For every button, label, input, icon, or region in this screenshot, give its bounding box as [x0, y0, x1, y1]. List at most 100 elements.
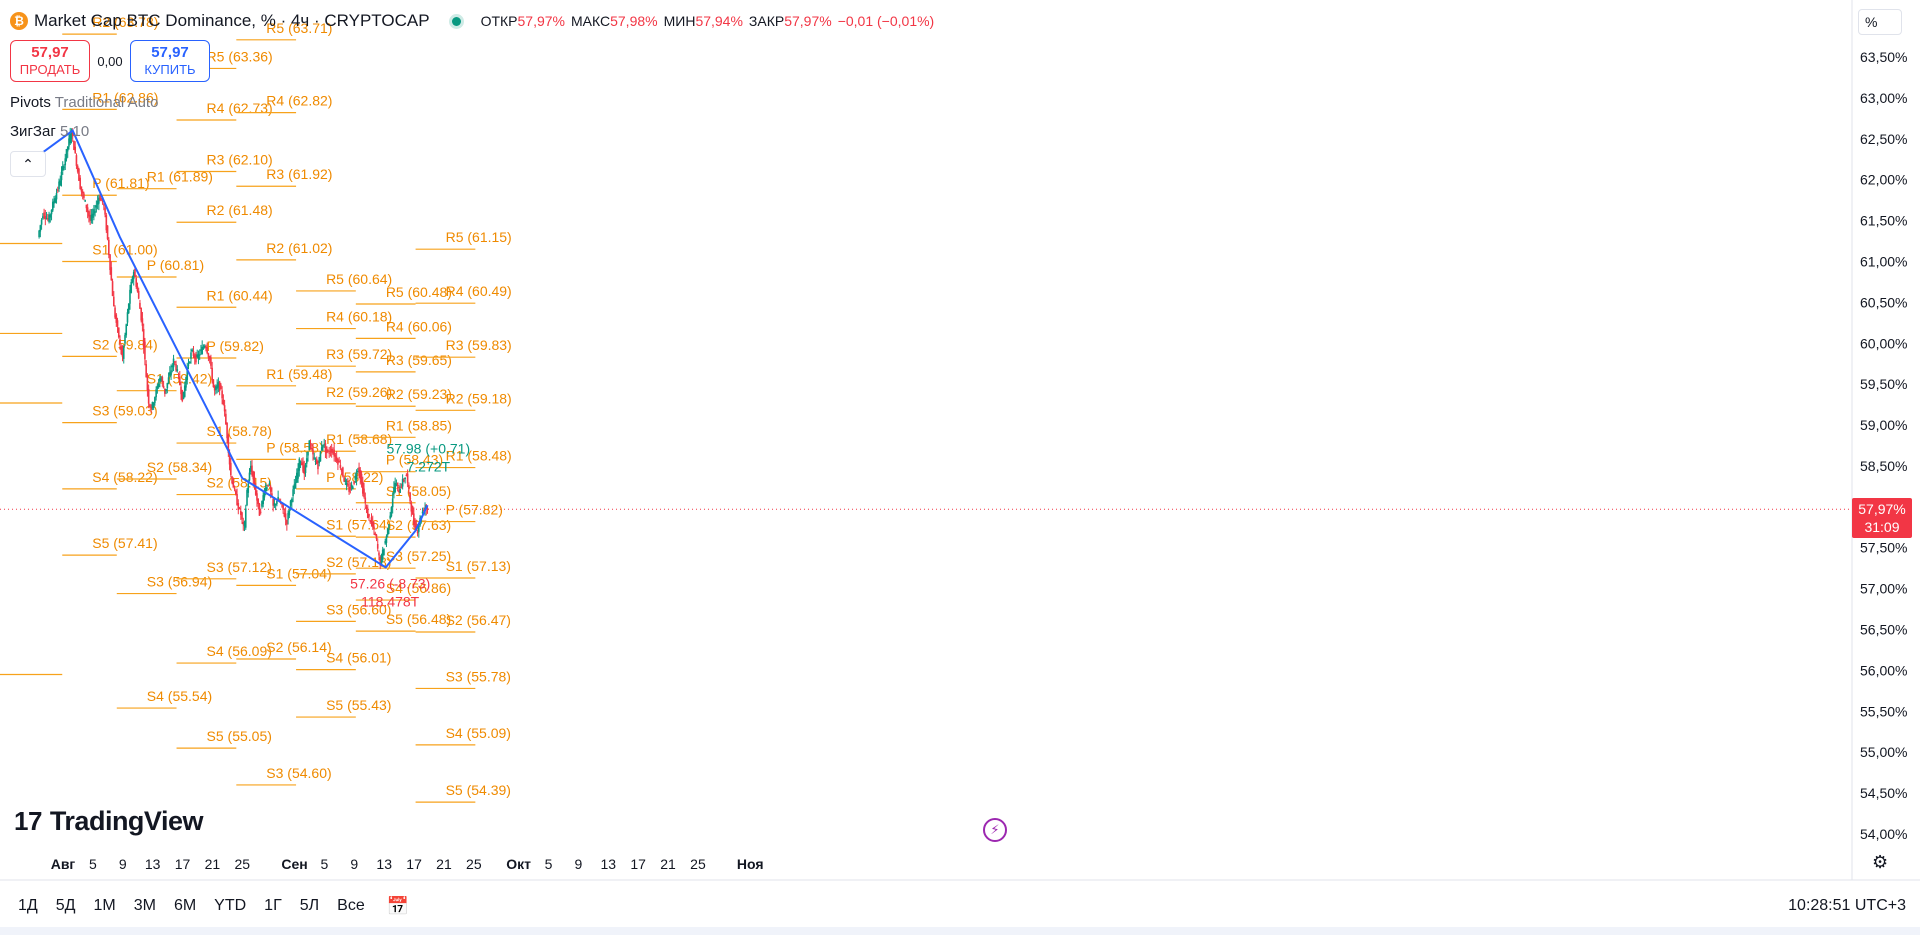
time-tick-label: 25: [466, 856, 482, 872]
candle-body: [178, 376, 181, 385]
candle-body: [174, 361, 176, 363]
range-1m-button[interactable]: 1М: [93, 897, 116, 914]
range-ytd-button[interactable]: YTD: [214, 897, 247, 914]
candle-body: [94, 211, 96, 213]
candle-body: [291, 499, 293, 503]
time-tick-label: 17: [630, 856, 646, 872]
symbol-legend[interactable]: ₿ Market Cap BTC Dominance, % · 4ч · CRY…: [10, 10, 934, 32]
candle-body: [129, 289, 131, 304]
current-price-label: 57,97%: [1858, 501, 1905, 517]
range-5d-button[interactable]: 5Д: [55, 897, 76, 914]
sell-button[interactable]: 57,97 ПРОДАТЬ: [10, 40, 90, 82]
candle-body: [322, 444, 324, 447]
market-status-icon[interactable]: [451, 16, 461, 26]
candle-body: [175, 364, 177, 371]
collapse-legend-button[interactable]: ⌃: [10, 151, 46, 177]
candle-body: [183, 385, 186, 397]
candle-body: [386, 528, 389, 536]
range-3m-button[interactable]: 3М: [133, 897, 156, 914]
candle-body: [119, 339, 121, 344]
price-tick-label: 61,00%: [1860, 253, 1907, 269]
candle-body: [171, 365, 174, 368]
pivot-level-label: R2 (59.26): [326, 384, 392, 400]
buy-button[interactable]: 57,97 КУПИТЬ: [130, 40, 210, 82]
candle-body: [226, 422, 228, 439]
symbol-title[interactable]: Market Cap BTC Dominance, % · 4ч · CRYPT…: [34, 11, 430, 30]
candle-body: [134, 268, 136, 278]
candle-body: [69, 133, 72, 144]
pivot-level-label: R4 (62.82): [266, 93, 332, 109]
candle-body: [241, 512, 243, 520]
candle-body: [344, 480, 347, 482]
tradingview-logo[interactable]: 17 TradingView: [14, 806, 203, 837]
price-tick-label: 60,00%: [1860, 335, 1907, 351]
price-axis[interactable]: 54,00% 54,50% 55,00% 55,50% 56,00% 56,50% 57,0…: [1860, 49, 1907, 842]
indicator-zigzag[interactable]: ЗигЗаг 5 10: [10, 123, 89, 140]
candle-body: [152, 402, 155, 408]
candle-body: [329, 450, 332, 453]
candle-body: [262, 495, 264, 505]
calendar-range-icon[interactable]: 📅: [386, 895, 410, 916]
scale-unit-button[interactable]: %: [1858, 9, 1902, 35]
time-axis[interactable]: Авг 5 9 13 17 21 25 Сен 5 9 13 17 21 25 Окт 5 9 13 17 21 25 Н…: [51, 856, 764, 872]
candle-body: [379, 556, 382, 566]
range-1d-button[interactable]: 1Д: [18, 897, 38, 914]
range-all-button[interactable]: Все: [337, 897, 365, 914]
candle-body: [395, 483, 398, 486]
candle-body: [132, 271, 135, 280]
pivot-level-label: S3 (56.94): [147, 574, 212, 590]
candle-body: [352, 486, 354, 490]
candle-body: [342, 467, 344, 477]
horizontal-scrollbar[interactable]: [0, 927, 1920, 935]
range-1y-button[interactable]: 1Г: [264, 897, 282, 914]
sell-price: 57,97: [31, 44, 69, 61]
candle-body: [88, 211, 90, 217]
range-6m-button[interactable]: 6М: [173, 897, 197, 914]
candle-body: [74, 146, 77, 153]
candle-body: [124, 334, 126, 344]
candle-body: [78, 168, 80, 181]
candle-body: [104, 207, 106, 215]
candle-body: [401, 478, 404, 487]
candle-body: [254, 485, 257, 495]
candle-body: [105, 215, 108, 231]
buy-label: КУПИТЬ: [144, 62, 196, 77]
pivot-level-label: S3 (54.60): [266, 765, 331, 781]
candle-body: [169, 372, 171, 376]
candle-body: [293, 484, 296, 490]
ohlc-low-label: МИН: [663, 13, 696, 29]
candle-body: [376, 544, 379, 549]
candle-body: [239, 510, 242, 515]
candle-body: [140, 307, 142, 321]
candle-body: [79, 177, 81, 190]
candle-body: [384, 541, 387, 544]
candle-body: [167, 377, 170, 384]
candle-body: [349, 487, 352, 490]
candle-body: [366, 509, 369, 519]
range-5y-button[interactable]: 5Л: [299, 897, 320, 914]
candle-body: [385, 536, 388, 543]
candle-body: [390, 507, 393, 517]
price-tick-label: 57,50%: [1860, 540, 1907, 556]
candle-body: [66, 146, 69, 152]
candle-body: [410, 503, 413, 512]
candle-body: [264, 487, 267, 492]
candle-body: [116, 320, 119, 327]
candle-body: [154, 397, 156, 404]
candle-body: [328, 452, 330, 454]
candle-body: [186, 367, 189, 380]
candle-body: [48, 214, 50, 222]
candle-body: [359, 470, 362, 480]
candle-body: [64, 158, 67, 166]
clock-timezone[interactable]: 10:28:51 UTC+3: [1788, 897, 1906, 914]
gear-icon[interactable]: ⚙: [1872, 852, 1889, 872]
price-tick-label: 56,50%: [1860, 622, 1907, 638]
indicator-pivots[interactable]: Pivots Traditional Auto: [10, 94, 158, 111]
time-tick-label: 13: [145, 856, 161, 872]
ohlc-close-label: ЗАКР: [748, 13, 785, 29]
candle-body: [121, 350, 124, 357]
candle-body: [413, 513, 415, 525]
candle-body: [59, 180, 62, 186]
bolt-icon[interactable]: ⚡: [983, 818, 1007, 842]
